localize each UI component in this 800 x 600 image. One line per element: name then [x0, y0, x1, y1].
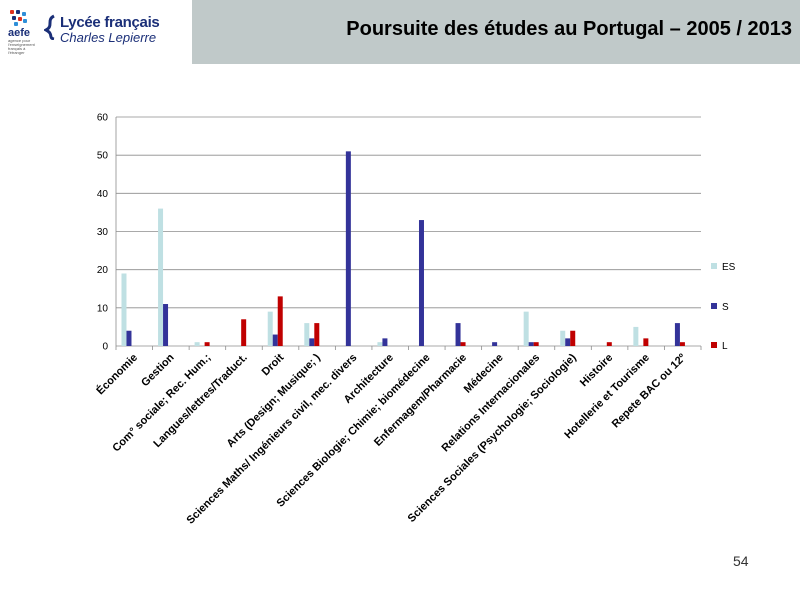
legend-swatch-l: [711, 342, 717, 348]
x-category-label: Sciences Maths/ Ingénieurs civil, mec. d…: [185, 352, 360, 527]
bar-s: [455, 323, 461, 346]
y-tick-label: 20: [97, 265, 109, 276]
y-tick-label: 10: [97, 303, 109, 314]
legend-swatch-es: [711, 263, 717, 269]
aefe-dots-icon: [10, 10, 28, 28]
legend-label-l: L: [722, 341, 728, 352]
school-name: Lycée français: [60, 14, 160, 31]
aefe-logo-subtext: agence pour l'enseignement français à l'…: [8, 38, 35, 55]
slide-title: Poursuite des études au Portugal – 2005 …: [346, 18, 792, 40]
bar-s: [674, 323, 680, 346]
bar-l: [204, 342, 210, 346]
y-tick-label: 60: [97, 113, 109, 124]
bar-l: [679, 342, 685, 346]
bar-s: [492, 342, 498, 346]
bar-es: [121, 273, 127, 346]
bar-l: [606, 342, 612, 346]
x-category-label: Sciences Sociales (Psychologie; Sociolog…: [406, 351, 579, 524]
y-tick-label: 30: [97, 227, 109, 238]
y-tick-label: 40: [97, 189, 109, 200]
x-category-label: Économie: [94, 351, 140, 397]
bar-s: [382, 338, 388, 346]
bar-s: [528, 342, 534, 346]
x-category-label: Gestion: [139, 351, 177, 389]
bar-es: [304, 323, 310, 346]
bar-s: [345, 151, 351, 346]
bar-es: [194, 342, 200, 346]
bar-s: [272, 334, 278, 346]
lycee-wave-icon: [44, 14, 55, 40]
bar-es: [267, 311, 273, 346]
bar-s: [418, 220, 424, 346]
logo-area: aefe agence pour l'enseignement français…: [0, 0, 192, 64]
legend-label-es: ES: [722, 262, 736, 273]
x-category-label: Droit: [260, 351, 287, 378]
bar-l: [460, 342, 466, 346]
bar-l: [570, 330, 576, 346]
bar-es: [560, 330, 566, 346]
y-tick-label: 50: [97, 151, 109, 162]
bar-s: [565, 338, 571, 346]
bar-es: [158, 208, 164, 346]
x-category-label: Repete BAC ou 12º: [610, 352, 689, 431]
bar-s: [126, 330, 132, 346]
x-category-label: Histoire: [578, 352, 615, 389]
legend-label-s: S: [722, 302, 729, 313]
bar-l: [533, 342, 539, 346]
school-subtitle: Charles Lepierre: [60, 30, 157, 45]
bar-es: [377, 342, 383, 346]
bar-l: [241, 319, 247, 346]
bar-es: [633, 326, 639, 346]
bar-l: [277, 296, 283, 346]
aefe-logo: aefe agence pour l'enseignement français…: [6, 8, 42, 55]
bar-s: [163, 304, 169, 346]
y-tick-label: 0: [102, 342, 108, 353]
legend-swatch-s: [711, 303, 717, 309]
bar-es: [523, 311, 529, 346]
aefe-logo-text: aefe: [8, 27, 31, 39]
bar-l: [643, 338, 649, 346]
page-number: 54: [733, 553, 749, 569]
bar-l: [314, 323, 320, 346]
bar-s: [309, 338, 315, 346]
title-bar: Poursuite des études au Portugal – 2005 …: [192, 0, 800, 64]
